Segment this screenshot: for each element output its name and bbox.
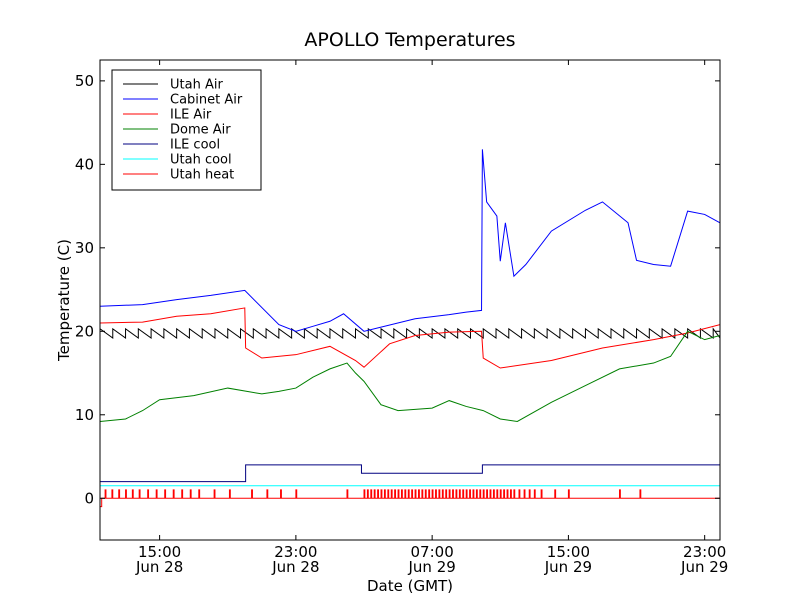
legend-label-utah-cool: Utah cool bbox=[170, 153, 232, 168]
x-tick-date-label: Jun 29 bbox=[544, 558, 592, 576]
y-tick-label: 50 bbox=[75, 72, 94, 90]
series-line-utah-air bbox=[100, 327, 720, 339]
x-tick-time-label: 15:00 bbox=[547, 543, 590, 561]
legend-label-ile-air: ILE Air bbox=[170, 108, 212, 123]
y-tick-label: 40 bbox=[75, 155, 94, 173]
x-tick-time-label: 23:00 bbox=[274, 543, 317, 561]
series-line-ile-cool bbox=[100, 464, 720, 483]
legend-label-utah-air: Utah Air bbox=[170, 78, 223, 93]
x-axis-label: Date (GMT) bbox=[367, 577, 453, 595]
y-tick-label: 30 bbox=[75, 239, 94, 257]
chart-title: APOLLO Temperatures bbox=[304, 29, 515, 51]
legend-label-cabinet-air: Cabinet Air bbox=[170, 93, 243, 108]
series-line-utah-heat bbox=[100, 489, 720, 508]
series-line-cabinet-air bbox=[100, 149, 720, 332]
series-line-ile-air bbox=[100, 307, 720, 369]
y-tick-label: 20 bbox=[75, 322, 94, 340]
legend-label-utah-heat: Utah heat bbox=[170, 168, 234, 183]
x-tick-time-label: 15:00 bbox=[138, 543, 181, 561]
x-tick-time-label: 07:00 bbox=[411, 543, 454, 561]
x-tick-time-label: 23:00 bbox=[683, 543, 726, 561]
x-tick-date-label: Jun 29 bbox=[407, 558, 455, 576]
y-tick-label: 10 bbox=[75, 406, 94, 424]
y-axis-label: Temperature (C) bbox=[55, 239, 73, 362]
legend-label-ile-cool: ILE cool bbox=[170, 138, 220, 153]
legend-box bbox=[111, 69, 262, 191]
legend-label-dome-air: Dome Air bbox=[170, 123, 231, 138]
y-tick-label: 0 bbox=[84, 489, 94, 507]
x-tick-date-label: Jun 28 bbox=[271, 558, 319, 576]
series-line-dome-air bbox=[100, 330, 720, 422]
x-tick-date-label: Jun 29 bbox=[680, 558, 728, 576]
plot-frame bbox=[99, 59, 721, 541]
x-tick-date-label: Jun 28 bbox=[135, 558, 183, 576]
